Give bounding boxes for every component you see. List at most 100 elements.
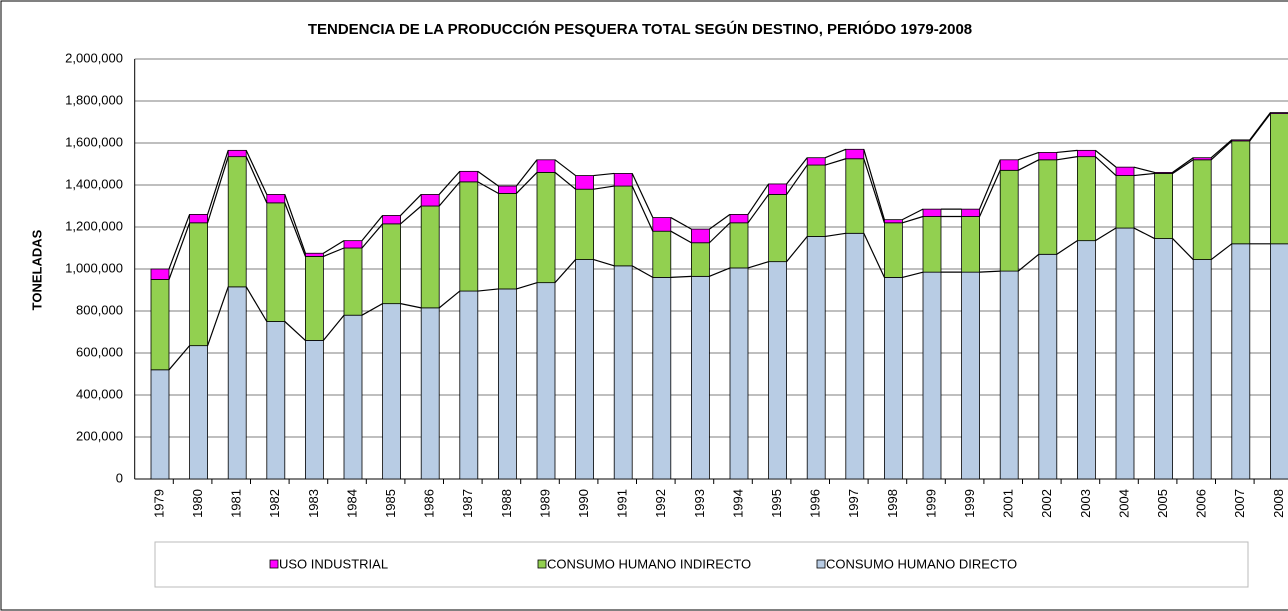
bar-segment [304, 255, 324, 341]
series-line [284, 202, 306, 257]
bar-segment [1192, 259, 1212, 480]
bar-segment [150, 369, 170, 480]
bar-segment [304, 252, 324, 257]
x-tick-label: 1993 [692, 489, 707, 518]
series-line [438, 181, 461, 207]
x-tick-label: 1999 [962, 489, 977, 518]
series-line [1056, 240, 1078, 255]
x-tick-label: 1995 [769, 489, 784, 518]
bar-segment [613, 173, 633, 187]
bar-segment [922, 271, 942, 480]
bar-segment [1038, 253, 1058, 480]
bar-segment [343, 247, 363, 316]
bar-segment [150, 268, 170, 280]
bar-segment [922, 208, 942, 217]
series-line [1210, 139, 1233, 159]
bar-segment [227, 156, 247, 288]
series-line [1249, 112, 1271, 141]
series-line [168, 214, 191, 270]
series-line [1017, 159, 1040, 171]
bar-segment [459, 170, 479, 183]
bar-segment [536, 171, 556, 284]
y-tick-label: 1,200,000 [65, 218, 123, 233]
x-tick-label: 1999 [923, 489, 938, 518]
bar-segment [266, 321, 286, 480]
series-line [1017, 151, 1040, 161]
y-tick-label: 800,000 [76, 302, 123, 317]
bar-segment [1231, 140, 1251, 245]
bar-segment [575, 175, 594, 190]
y-tick-label: 2,000,000 [65, 50, 123, 65]
bar-segment [845, 158, 865, 234]
x-tick-label: 1992 [653, 489, 668, 518]
bar-segment [420, 307, 440, 480]
bar-segment [613, 265, 633, 480]
bar-segment [382, 215, 402, 225]
series-line [863, 233, 885, 278]
series-line [1172, 157, 1194, 173]
series-line [670, 217, 692, 230]
series-line [631, 265, 654, 278]
bar-segment [227, 286, 247, 480]
bar-segment [922, 216, 942, 273]
bar-segment [691, 242, 710, 277]
bar-segment [304, 339, 324, 480]
series-line [825, 232, 846, 238]
y-tick-label: 1,800,000 [65, 92, 123, 107]
bar-segment [806, 157, 826, 166]
y-tick-label: 400,000 [76, 386, 123, 401]
series-line [670, 275, 692, 278]
series-line [709, 213, 731, 230]
x-tick-label: 2006 [1194, 489, 1209, 518]
y-tick-label: 0 [116, 470, 123, 485]
x-tick-label: 1983 [306, 489, 321, 518]
bar-segment [1270, 112, 1288, 115]
x-tick-label: 1989 [537, 489, 552, 518]
bar-segment [884, 276, 903, 480]
bar-segment [729, 222, 749, 269]
series-line [593, 185, 615, 190]
bar-segment [1270, 113, 1288, 245]
series-line [979, 159, 1001, 210]
bar-segment [575, 259, 594, 480]
bar-segment [652, 217, 672, 232]
series-line [1133, 172, 1155, 177]
series-line [1017, 253, 1040, 272]
x-tick-label: 1988 [499, 489, 514, 518]
y-tick-label: 1,400,000 [65, 176, 123, 191]
series-line [516, 282, 538, 290]
bar-segment [1154, 173, 1173, 239]
series-line [863, 149, 885, 220]
bar-segment [189, 222, 209, 347]
bar-segment [999, 270, 1019, 480]
bar-segment [1231, 243, 1251, 480]
bar-segment [806, 236, 826, 480]
series-line [786, 236, 808, 263]
series-line [631, 185, 654, 232]
series-line [863, 158, 885, 223]
bar-segment [497, 288, 517, 480]
bar-segment [652, 276, 672, 480]
series-line [747, 183, 770, 215]
series-line [438, 170, 461, 195]
bar-segment [1077, 240, 1096, 480]
series-line [554, 159, 576, 177]
y-tick-label: 1,000,000 [65, 260, 123, 275]
x-tick-label: 1987 [460, 489, 475, 518]
x-tick-label: 1990 [576, 489, 591, 518]
bar-segment [961, 216, 980, 273]
series-line [554, 171, 576, 190]
series-line [825, 158, 846, 166]
legend-swatch [537, 559, 547, 569]
series-line [631, 173, 654, 218]
series-line [670, 230, 692, 244]
series-line [400, 194, 422, 216]
x-tick-label: 2003 [1078, 489, 1093, 518]
series-line [1095, 149, 1117, 168]
bar-segment [189, 213, 209, 224]
series-line [168, 222, 191, 280]
x-tick-label: 1985 [383, 489, 398, 518]
series-line [515, 159, 538, 187]
bar-segment [189, 345, 209, 480]
